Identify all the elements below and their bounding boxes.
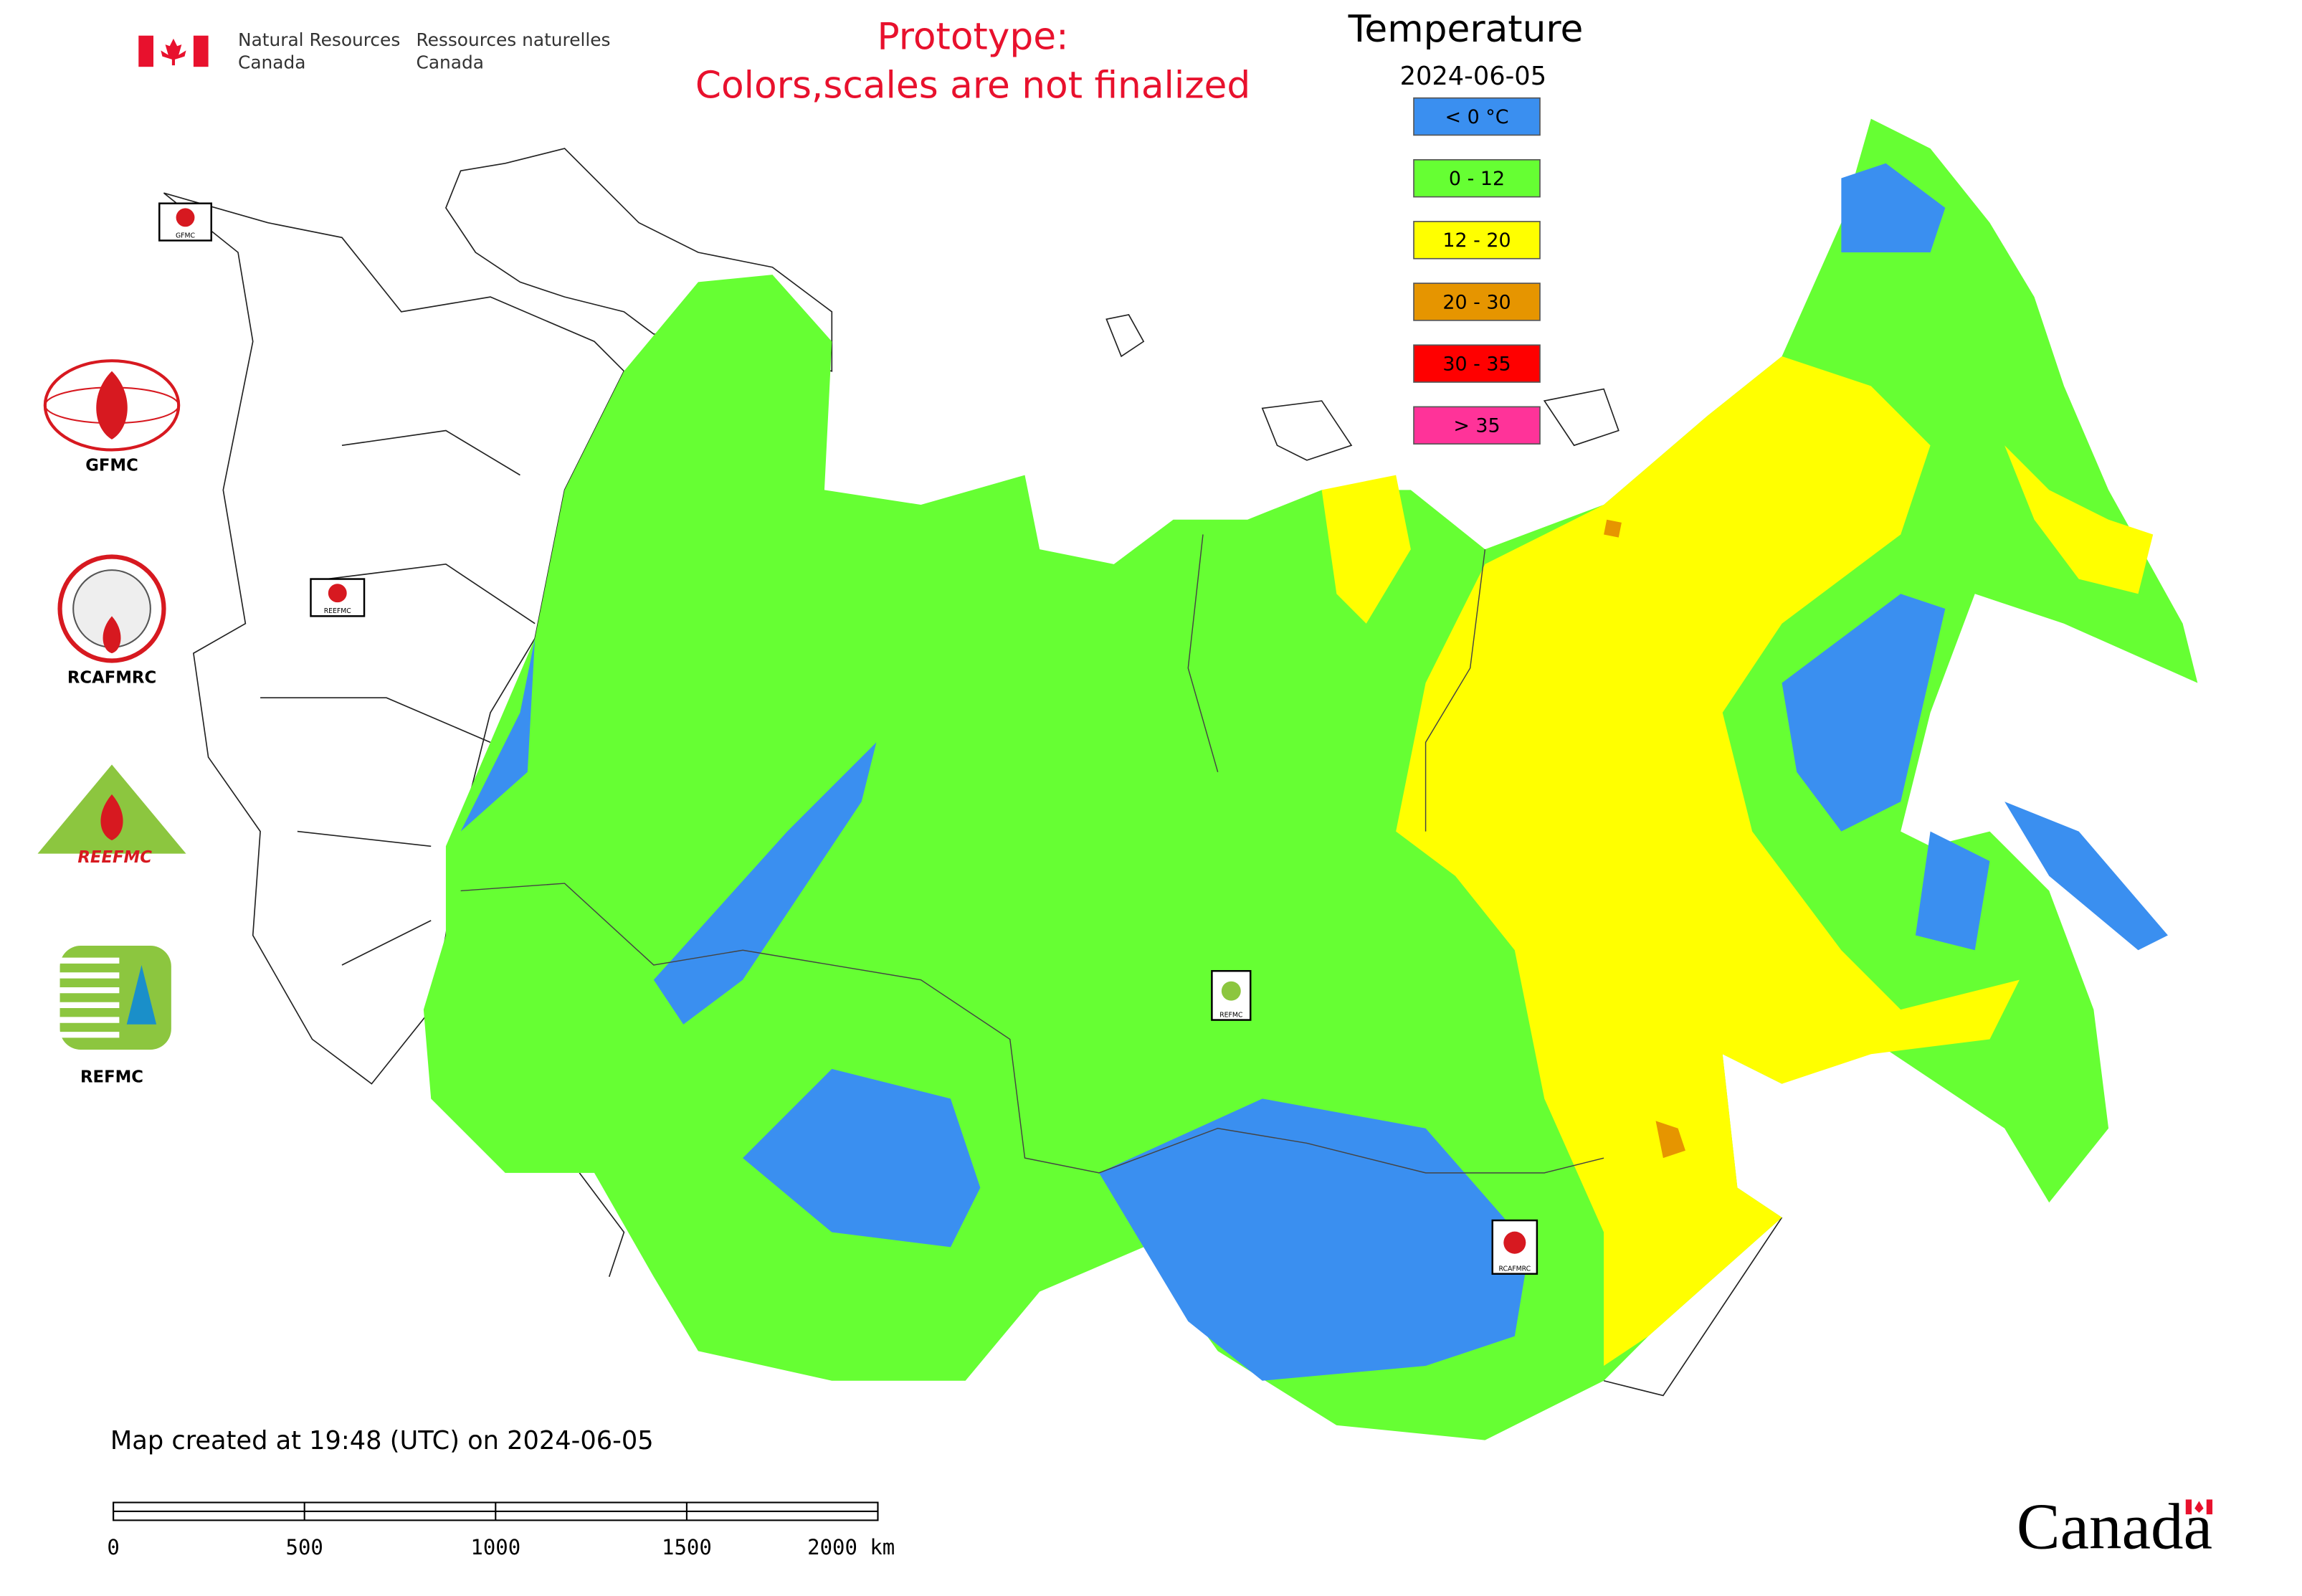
logo-label: REFMC <box>80 1068 143 1087</box>
legend-swatch <box>1413 406 1541 445</box>
logo-flame <box>96 371 128 440</box>
legend-swatch <box>1413 344 1541 383</box>
map-marker-icon <box>176 208 195 227</box>
country-outlines <box>163 148 1783 1397</box>
maple-leaf <box>2194 1501 2204 1514</box>
notice: Colors,scales are not finalized <box>695 65 1250 108</box>
canada-wordmark: Canada <box>2017 1491 2212 1563</box>
legend-label: 12 - 20 <box>1442 229 1511 252</box>
scale-bar-label: 500 <box>286 1535 323 1559</box>
legend: < 0 °C 0 - 12 12 - 20 20 - 30 30 - 35 > 35 <box>1413 97 1541 445</box>
legend-title: Temperature <box>1348 8 1584 51</box>
logos: GFMC RCAFMRC REEFMC REFMC <box>37 359 186 1087</box>
agency-fr: Ressources naturelles <box>417 29 611 50</box>
border <box>260 429 536 966</box>
temperature-zone <box>2004 802 2168 951</box>
border <box>1187 534 1486 832</box>
legend-swatch <box>1413 158 1541 198</box>
temperature-zone <box>2004 445 2154 594</box>
logo-text: REEFMC <box>77 848 152 867</box>
legend-swatch <box>1413 97 1541 136</box>
logo-stripes <box>60 957 120 1038</box>
nrcan-signature: Natural Resources Canada Ressources natu… <box>138 29 611 72</box>
logo-flame <box>103 616 121 654</box>
region-borders <box>460 534 1604 1174</box>
legend-date: 2024-06-05 <box>1400 62 1547 91</box>
wordmark-flag <box>2185 1499 2213 1515</box>
logo-sail <box>126 964 157 1025</box>
legend-label: 0 - 12 <box>1449 168 1505 190</box>
agency-fr: Canada <box>417 52 484 72</box>
temperature-zone <box>1321 475 1411 624</box>
agency-en: Natural Resources <box>238 29 400 50</box>
temperature-zone <box>1099 1098 1530 1381</box>
legend-label: 30 - 35 <box>1442 353 1511 375</box>
maple-leaf <box>161 38 186 66</box>
temperature-zone <box>1841 163 1946 253</box>
notice: Prototype: <box>877 15 1068 58</box>
temperature-zone <box>1396 356 2020 1367</box>
map-marker-label: GFMC <box>176 232 195 239</box>
agency-en: Canada <box>238 52 305 72</box>
map-marker-icon <box>1221 981 1241 1001</box>
flag-bar <box>138 35 153 67</box>
logo-label: GFMC <box>85 456 138 475</box>
scale-bar: 0 500 1000 1500 2000 km <box>107 1501 895 1559</box>
temperature-zone <box>1782 594 1946 832</box>
temperature-zones <box>423 118 2198 1440</box>
logo-label: RCAFMRC <box>67 669 156 688</box>
border <box>579 1172 1783 1397</box>
map-marker-icon <box>1503 1231 1526 1254</box>
temperature-zone <box>653 742 877 1025</box>
temperature-zone <box>1604 519 1622 538</box>
flag-bar <box>2185 1499 2192 1515</box>
scale-bar-label: 2000 km <box>807 1535 895 1559</box>
temperature-zone <box>1915 831 1990 951</box>
map-marker-label: REEFMC <box>324 607 351 615</box>
legend-swatch <box>1413 282 1541 321</box>
legend-label: 20 - 30 <box>1442 291 1511 313</box>
legend-label: > 35 <box>1453 415 1500 437</box>
map-marker-icon <box>328 584 347 603</box>
flag-bar <box>193 35 209 67</box>
map-marker-label: RCAFMRC <box>1498 1265 1531 1273</box>
map-marker-label: REFMC <box>1219 1011 1242 1019</box>
legend-swatch <box>1413 221 1541 260</box>
flag-bar <box>2206 1499 2213 1515</box>
scale-bar-label: 1500 <box>662 1535 712 1559</box>
logo-flame <box>100 794 123 841</box>
temperature-zone <box>743 1068 981 1248</box>
created-note: Map created at 19:48 (UTC) on 2024-06-05 <box>110 1426 654 1455</box>
legend-label: < 0 °C <box>1445 106 1509 128</box>
temperature-zone <box>460 638 536 832</box>
border <box>460 883 1604 1174</box>
temperature-zone <box>1655 1121 1685 1159</box>
map-markers: GFMC REEFMC REFMC RCAFMRC <box>158 202 1538 1275</box>
scale-bar-label: 0 <box>107 1535 119 1559</box>
island <box>1105 314 1620 461</box>
scale-bar-label: 1000 <box>470 1535 520 1559</box>
